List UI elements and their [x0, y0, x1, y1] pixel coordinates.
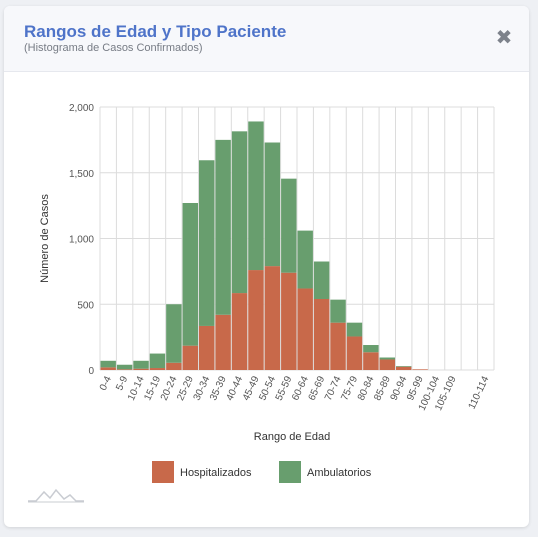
bar-ambulatorios-60-64: [297, 230, 313, 289]
chart-title: Rangos de Edad y Tipo Paciente: [24, 22, 287, 41]
close-icon[interactable]: ✖: [495, 27, 513, 49]
bar-ambulatorios-30-34: [199, 160, 215, 326]
legend-swatch-ambulatorios: [279, 461, 301, 483]
y-tick-label: 1,000: [69, 235, 94, 246]
bar-hospitalizados-65-69: [313, 298, 330, 370]
x-tick-label: 5-9: [114, 374, 130, 392]
mountain-logo-icon: [28, 488, 84, 503]
bar-ambulatorios-50-54: [264, 142, 281, 267]
bar-ambulatorios-25-29: [182, 202, 198, 346]
y-tick-label: 0: [88, 366, 94, 377]
bar-hospitalizados-5-9: [116, 369, 133, 370]
bar-ambulatorios-70-74: [330, 299, 346, 323]
y-tick-label: 1,500: [69, 169, 94, 180]
x-tick-label: 0-4: [98, 374, 114, 392]
bar-hospitalizados-70-74: [330, 322, 346, 370]
bar-hospitalizados-85-89: [379, 359, 395, 370]
legend-swatch-hospitalizados: [152, 461, 174, 483]
legend-label-ambulatorios: Ambulatorios: [307, 467, 372, 479]
bar-hospitalizados-55-59: [281, 272, 297, 370]
bar-ambulatorios-10-14: [133, 360, 149, 369]
chart-subtitle: (Histograma de Casos Confirmados): [24, 42, 203, 54]
bar-ambulatorios-90-94: [396, 366, 412, 367]
bar-hospitalizados-35-39: [215, 314, 231, 370]
legend-layer: Hospitalizados Ambulatorios: [152, 461, 372, 483]
chart-card: Rangos de Edad y Tipo Paciente (Histogra…: [4, 6, 529, 527]
bar-hospitalizados-95-99: [412, 369, 428, 370]
bar-ambulatorios-20-24: [166, 304, 182, 363]
y-axis-title: Número de Casos: [39, 194, 51, 283]
bar-ambulatorios-45-49: [248, 121, 264, 271]
bar-hospitalizados-30-34: [199, 325, 215, 370]
bar-hospitalizados-0-4: [100, 367, 116, 370]
bar-ambulatorios-35-39: [215, 139, 231, 315]
bar-hospitalizados-45-49: [248, 270, 264, 370]
bar-hospitalizados-90-94: [396, 366, 412, 370]
card-header: Rangos de Edad y Tipo Paciente (Histogra…: [4, 6, 529, 72]
legend-label-hospitalizados: Hospitalizados: [180, 467, 252, 479]
bar-ambulatorios-80-84: [363, 345, 379, 353]
bar-hospitalizados-40-44: [231, 293, 248, 370]
bar-hospitalizados-75-79: [346, 336, 363, 370]
y-tick-label: 500: [77, 300, 94, 311]
bar-ambulatorios-85-89: [379, 357, 395, 360]
x-axis-title: Rango de Edad: [254, 431, 330, 443]
bar-ambulatorios-5-9: [116, 364, 133, 370]
bar-hospitalizados-25-29: [182, 345, 198, 370]
bar-hospitalizados-10-14: [133, 368, 149, 370]
y-tick-label: 2,000: [69, 103, 94, 114]
bar-ambulatorios-0-4: [100, 360, 116, 368]
bar-hospitalizados-15-19: [149, 368, 166, 370]
bar-hospitalizados-50-54: [264, 266, 281, 370]
bar-hospitalizados-60-64: [297, 288, 313, 370]
grid-layer: [99, 106, 495, 371]
bar-ambulatorios-65-69: [313, 261, 330, 299]
x-tick-label: 110-114: [467, 374, 492, 411]
bar-hospitalizados-20-24: [166, 362, 182, 370]
bar-ambulatorios-40-44: [231, 131, 248, 294]
bar-hospitalizados-80-84: [363, 352, 379, 370]
bar-ambulatorios-75-79: [346, 322, 363, 337]
bar-ambulatorios-15-19: [149, 353, 166, 369]
bars-layer: [100, 121, 428, 370]
bar-ambulatorios-55-59: [281, 178, 297, 273]
